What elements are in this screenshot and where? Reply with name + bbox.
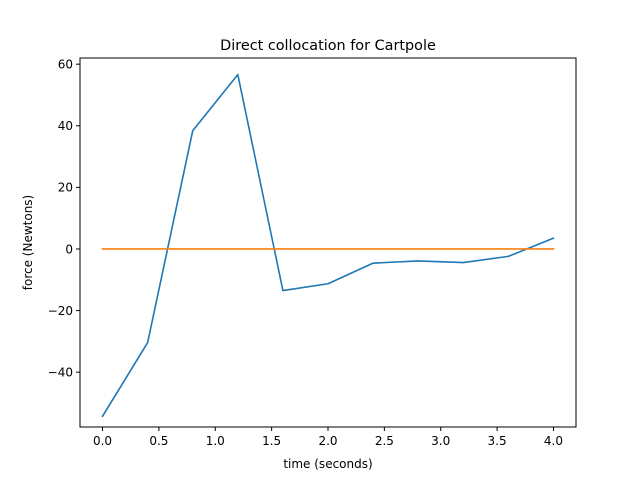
y-axis-label: force (Newtons) bbox=[21, 195, 35, 290]
y-tick-label: 0 bbox=[65, 242, 73, 256]
x-axis-label: time (seconds) bbox=[283, 457, 372, 471]
y-tick-label: 20 bbox=[58, 181, 73, 195]
series-line-0 bbox=[101, 73, 555, 418]
x-tick-label: 3.0 bbox=[431, 434, 450, 448]
data-point-0-4 bbox=[282, 289, 284, 292]
x-tick-label: 0.0 bbox=[93, 434, 112, 448]
data-point-0-5 bbox=[327, 283, 329, 285]
data-point-0-9 bbox=[507, 255, 509, 257]
data-point-0-10 bbox=[552, 237, 555, 239]
chart-title: Direct collocation for Cartpole bbox=[220, 38, 436, 54]
data-point-1-0 bbox=[101, 248, 104, 250]
x-tick-label: 1.0 bbox=[206, 434, 225, 448]
data-point-0-3 bbox=[237, 74, 239, 76]
data-point-0-7 bbox=[417, 260, 419, 262]
y-tick-label: −20 bbox=[48, 304, 73, 318]
x-tick-label: 4.0 bbox=[544, 434, 563, 448]
y-tick-label: 40 bbox=[58, 119, 73, 133]
x-tick-label: 1.5 bbox=[262, 434, 281, 448]
y-axis-ticks: −40 −20 0 20 40 60 bbox=[48, 57, 80, 379]
y-tick-label: −40 bbox=[48, 365, 73, 379]
data-point-0-6 bbox=[372, 262, 374, 264]
x-tick-label: 3.5 bbox=[488, 434, 507, 448]
x-tick-label: 2.0 bbox=[318, 434, 337, 448]
series-layer bbox=[101, 73, 555, 418]
data-point-1-1 bbox=[552, 248, 555, 250]
plot-frame bbox=[79, 57, 577, 428]
y-tick-label: 60 bbox=[58, 57, 73, 71]
x-tick-label: 0.5 bbox=[149, 434, 168, 448]
data-point-0-8 bbox=[462, 261, 464, 264]
data-point-0-2 bbox=[192, 130, 194, 132]
x-axis-ticks: 0.0 0.5 1.0 1.5 2.0 2.5 3.0 3.5 4.0 bbox=[93, 427, 563, 448]
data-point-0-1 bbox=[147, 342, 149, 344]
x-tick-label: 2.5 bbox=[375, 434, 394, 448]
data-point-0-0 bbox=[101, 415, 104, 417]
